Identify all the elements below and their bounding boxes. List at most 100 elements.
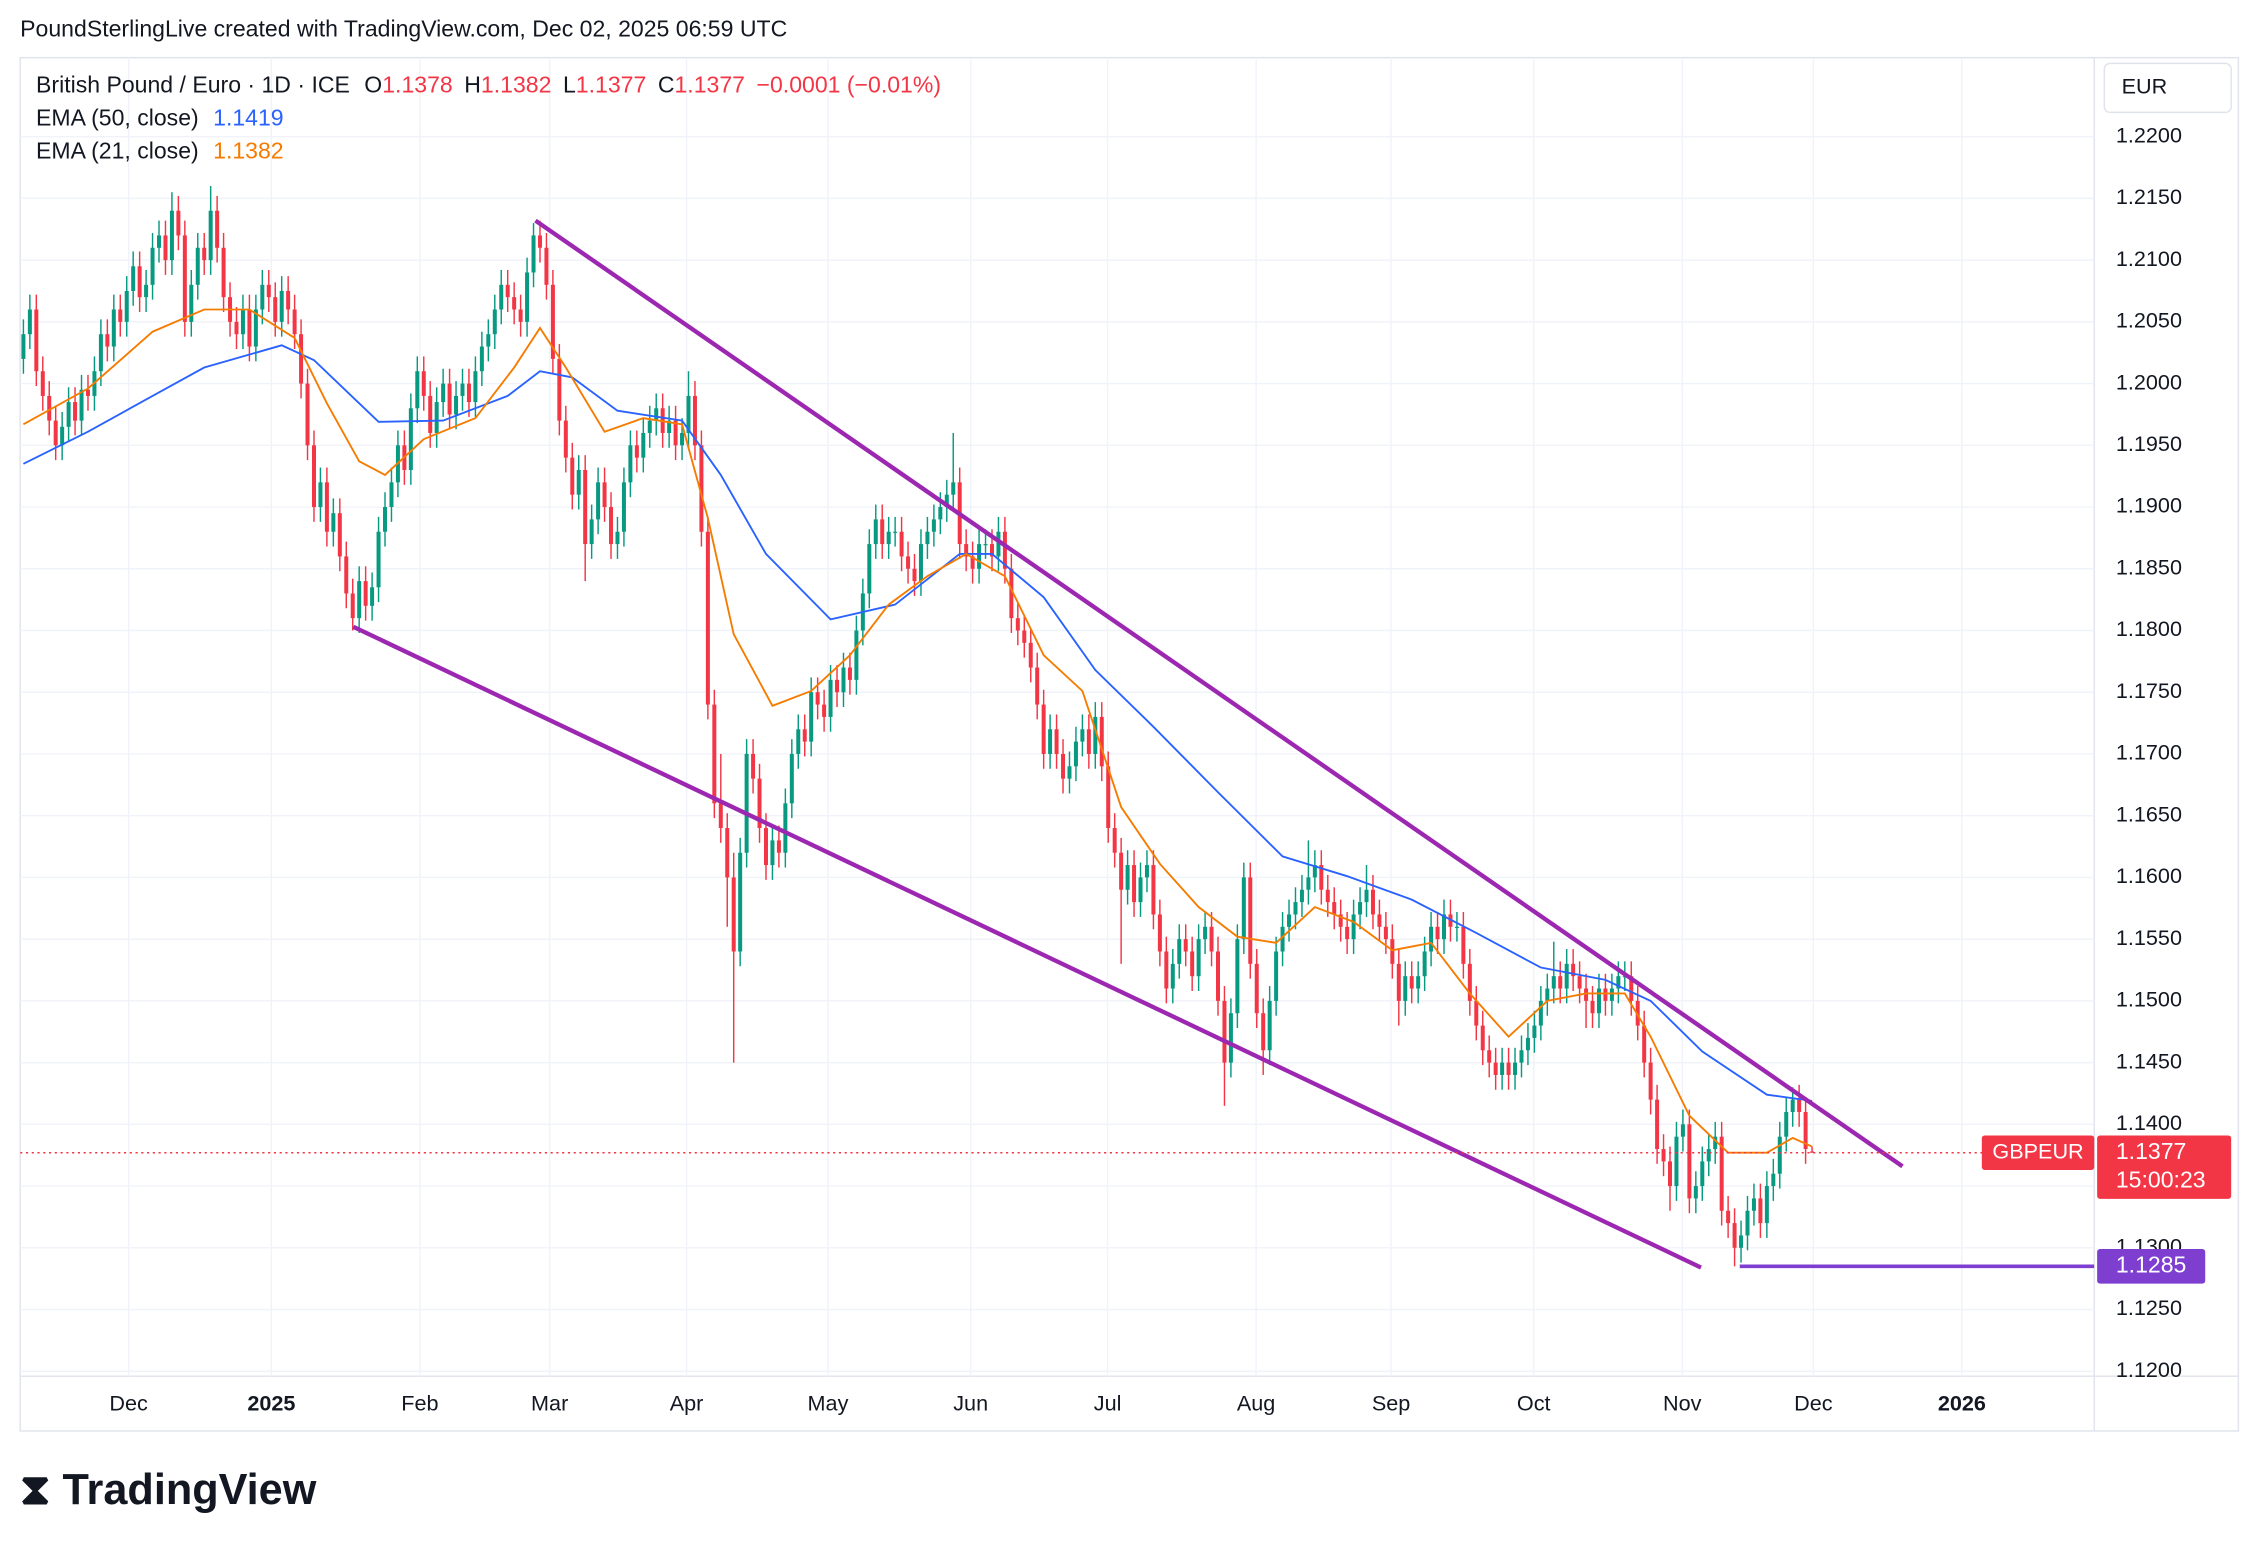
candle-body — [195, 247, 200, 285]
candle-body — [783, 803, 788, 853]
candle-body — [544, 247, 549, 285]
candle-body — [699, 445, 704, 532]
candle-body — [1680, 1124, 1685, 1137]
candle-body — [828, 679, 833, 717]
candle-body — [1132, 865, 1137, 903]
x-tick-label: Jul — [1094, 1391, 1122, 1416]
candle-body — [34, 309, 39, 372]
candle-body — [1151, 865, 1156, 915]
candle-body — [1655, 1099, 1660, 1150]
symbol-line: British Pound / Euro · 1D · ICE O1.1378 H1… — [36, 72, 941, 98]
candle-body — [1519, 1050, 1524, 1063]
x-tick-label: Sep — [1372, 1391, 1410, 1416]
candle-body — [1061, 753, 1066, 779]
candle-body — [757, 778, 762, 829]
candle-body — [1480, 1025, 1485, 1051]
candle-body — [1732, 1223, 1737, 1248]
candle-body — [1674, 1136, 1679, 1187]
candle-body — [1487, 1050, 1492, 1063]
candle-body — [202, 247, 207, 261]
candle-body — [421, 371, 426, 396]
candle-body — [1299, 889, 1304, 903]
candle-body — [415, 371, 420, 409]
candle-body — [951, 482, 956, 495]
candle-body — [654, 408, 659, 421]
candle-body — [550, 284, 555, 359]
y-tick-label: 1.1500 — [2116, 987, 2182, 1012]
candle-body — [441, 383, 446, 403]
candle-body — [1164, 951, 1169, 989]
candle-body — [1338, 914, 1343, 927]
ema-line — [22, 308, 1813, 1154]
candle-body — [454, 395, 459, 415]
candle-body — [1571, 963, 1576, 977]
candle-body — [47, 395, 52, 421]
candle-body — [1616, 976, 1621, 989]
candle-body — [686, 395, 691, 433]
candle-body — [376, 531, 381, 588]
indicator-legend: EMA (50, close) 1.1419 — [36, 105, 284, 131]
candle-body — [1577, 976, 1582, 989]
y-tick-label: 1.1900 — [2116, 493, 2182, 518]
candle-body — [131, 266, 136, 291]
currency-box[interactable] — [2103, 62, 2232, 114]
candle-body — [525, 272, 530, 322]
candle-body — [1609, 988, 1614, 1001]
candle-body — [1112, 828, 1117, 853]
x-tick-label: Apr — [670, 1391, 704, 1416]
candle-body — [705, 531, 710, 705]
candle-body — [1564, 963, 1569, 989]
candle-body — [1190, 951, 1195, 977]
candle-body — [1764, 1186, 1769, 1224]
candle-body — [1319, 865, 1324, 890]
candle-body — [1241, 877, 1246, 940]
candle-body — [1383, 926, 1388, 940]
candle-body — [512, 297, 517, 310]
candle-body — [1803, 1111, 1808, 1150]
candle-body — [1596, 988, 1601, 1014]
candle-body — [738, 852, 743, 952]
y-tick-label: 1.2200 — [2116, 122, 2182, 147]
ema-line — [22, 344, 1813, 1102]
candle-body — [370, 587, 375, 606]
candle-body — [1370, 889, 1375, 915]
candle-body — [1467, 963, 1472, 1001]
candle-body — [1390, 939, 1395, 964]
candle-body — [1500, 1062, 1505, 1075]
candle-body — [27, 309, 32, 335]
candle-body — [1648, 1062, 1653, 1100]
candle-body — [964, 544, 969, 557]
candle-body — [499, 284, 504, 310]
candle-body — [873, 519, 878, 545]
candle-body — [841, 667, 846, 693]
candle-body — [1209, 926, 1214, 952]
candle-body — [1332, 902, 1337, 915]
y-tick-label: 1.1850 — [2116, 554, 2182, 579]
candle-body — [531, 235, 536, 273]
candle-body — [273, 297, 278, 322]
ohlc-label: H — [464, 72, 481, 98]
candle-body — [1422, 951, 1427, 977]
candle-body — [1603, 988, 1608, 1001]
y-tick-label: 1.1200 — [2116, 1357, 2182, 1382]
candle-body — [1345, 926, 1350, 940]
candle-body — [1080, 729, 1085, 742]
candle-body — [1668, 1161, 1673, 1187]
candle-body — [1429, 926, 1434, 952]
candle-body — [85, 389, 90, 396]
candle-body — [731, 877, 736, 952]
indicator-value: 1.1382 — [213, 138, 284, 164]
candle-body — [835, 679, 840, 693]
candle-body — [73, 402, 78, 421]
candle-body — [1525, 1037, 1530, 1051]
candle-body — [1093, 716, 1098, 754]
candle-body — [182, 235, 187, 322]
logo-mark: ⧗ — [20, 1466, 62, 1514]
y-tick-label: 1.1750 — [2116, 678, 2182, 703]
y-tick-label: 1.1950 — [2116, 431, 2182, 456]
candle-body — [680, 432, 685, 446]
ohlc-label: O — [364, 72, 382, 98]
y-tick-label: 1.1450 — [2116, 1048, 2182, 1073]
candle-body — [1784, 1111, 1789, 1137]
